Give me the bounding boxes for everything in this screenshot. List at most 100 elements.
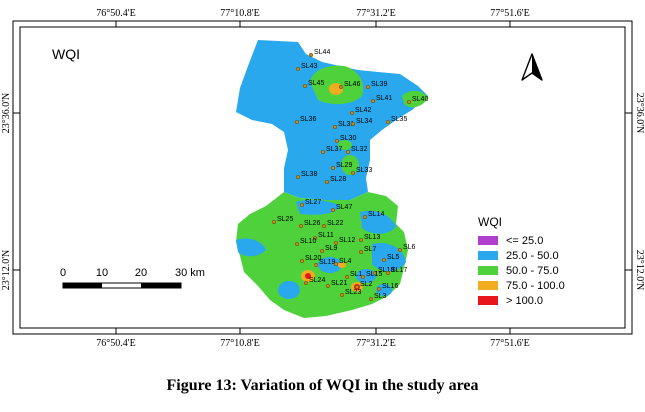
sample-label: SL5	[387, 254, 400, 261]
sample-label: SL29	[336, 162, 352, 169]
sample-point	[385, 270, 391, 276]
sample-point	[294, 119, 300, 125]
sample-label: SL30	[340, 135, 356, 142]
sample-point	[376, 286, 382, 292]
sample-point	[370, 98, 376, 104]
sample-point	[344, 274, 350, 280]
sample-label: SL34	[356, 118, 372, 125]
legend-swatch	[478, 281, 498, 290]
sample-label: SL39	[371, 81, 387, 88]
coord-top-2: 77°10.8'E	[220, 8, 259, 19]
sample-label: SL22	[327, 220, 343, 227]
sample-label: SL20	[305, 255, 321, 262]
sample-label: SL43	[301, 63, 317, 70]
sample-point	[332, 124, 338, 130]
wqi-hotspot-2	[338, 262, 346, 268]
scale-bar: 0 10 20 30 km	[60, 267, 205, 289]
sample-label: SL12	[339, 237, 355, 244]
sample-point	[308, 52, 314, 58]
legend-title: WQI	[478, 215, 502, 229]
sample-point	[320, 149, 326, 155]
coord-bottom-4: 77°51.6'E	[490, 338, 529, 349]
sample-label: SL28	[330, 176, 346, 183]
sample-point	[350, 121, 356, 127]
sample-point	[334, 138, 340, 144]
sample-point	[271, 219, 277, 225]
sample-label: SL7	[364, 246, 377, 253]
sample-label: SL2	[360, 281, 373, 288]
sample-point	[358, 249, 364, 255]
sample-label: SL6	[403, 244, 416, 251]
sample-label: SL15	[366, 271, 382, 278]
legend-label: 25.0 - 50.0	[506, 250, 559, 262]
sample-point	[358, 237, 364, 243]
sample-point	[299, 202, 305, 208]
sample-point	[333, 261, 339, 267]
sample-point	[349, 110, 355, 116]
legend-swatch	[478, 236, 498, 245]
coord-right-1: 23°36.0'N	[634, 93, 645, 134]
sample-label: SL27	[305, 199, 321, 206]
sample-label: SL38	[301, 171, 317, 178]
sample-point	[325, 283, 331, 289]
sample-label: SL4	[339, 258, 352, 265]
sample-point	[397, 247, 403, 253]
sample-label: SL33	[356, 167, 372, 174]
coord-top-1: 76°50.4'E	[96, 8, 135, 19]
coord-top-4: 77°51.6'E	[490, 8, 529, 19]
sample-label: SL10	[300, 238, 316, 245]
wqi-zone-north-5	[338, 140, 352, 150]
sample-point	[362, 214, 368, 220]
sample-point	[324, 179, 330, 185]
legend-label: 75.0 - 100.0	[506, 280, 565, 292]
sample-point	[298, 223, 304, 229]
sample-point	[354, 284, 360, 290]
sample-label: SL25	[277, 216, 293, 223]
sample-label: SL45	[308, 80, 324, 87]
legend-label: 50.0 - 75.0	[506, 265, 559, 277]
sample-label: SL35	[391, 116, 407, 123]
sample-point	[333, 240, 339, 246]
sample-label: SL42	[355, 107, 371, 114]
wqi-zone-north-4	[341, 155, 359, 175]
legend-label: <= 25.0	[506, 235, 543, 247]
legend: WQI <= 25.0 25.0 - 50.0 50.0 - 75.0 75.0 - …	[478, 215, 565, 307]
sample-point	[312, 235, 318, 241]
sample-point	[295, 174, 301, 180]
wqi-zone-south-6	[318, 257, 342, 273]
sample-layer: SL44 SL43 SL46 SL39 SL45 SL41 SL40 SL42 SL36 SL31…	[271, 49, 428, 302]
sample-label: SL31	[338, 121, 354, 128]
sample-point	[338, 84, 344, 90]
scale-tick-10: 10	[96, 267, 108, 279]
sample-point	[368, 296, 374, 302]
legend-swatch	[478, 266, 498, 275]
wqi-zone-south-2	[360, 210, 396, 234]
sample-label: SL26	[304, 220, 320, 227]
sample-label: SL41	[376, 95, 392, 102]
wqi-zone-south-8	[376, 284, 392, 296]
sample-point	[372, 270, 378, 276]
wqi-zone-south-3	[236, 238, 266, 257]
coord-bottom-1: 76°50.4'E	[96, 338, 135, 349]
graticule-ticks	[13, 21, 632, 334]
sample-point	[330, 165, 336, 171]
coord-bottom-3: 77°31.2'E	[356, 338, 395, 349]
coord-top-3: 77°31.2'E	[356, 8, 395, 19]
sample-label: SL24	[309, 277, 325, 284]
coord-bottom-2: 77°10.8'E	[220, 338, 259, 349]
wqi-zone-south-1	[296, 199, 340, 215]
coord-right-2: 23°12.0'N	[634, 250, 645, 291]
sample-label: SL44	[314, 49, 330, 56]
sample-point	[365, 84, 371, 90]
sample-label: SL37	[326, 146, 342, 153]
map-title: WQI	[52, 46, 80, 62]
sample-point	[350, 170, 356, 176]
sample-label: SL14	[368, 211, 384, 218]
legend-swatch	[478, 251, 498, 260]
sample-point	[339, 292, 345, 298]
sample-point	[330, 207, 336, 213]
sample-label: SL40	[412, 96, 428, 103]
sample-label: SL32	[351, 146, 367, 153]
sample-point	[406, 99, 412, 105]
